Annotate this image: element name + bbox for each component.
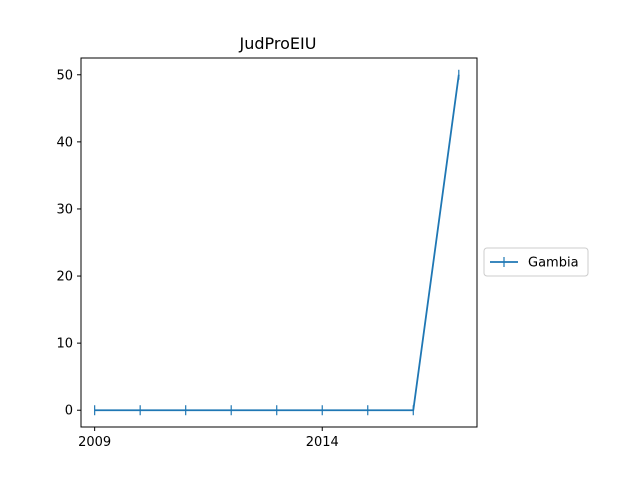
legend: Gambia [483, 247, 589, 277]
y-tick-label: 50 [56, 68, 73, 83]
plot-area: 0 10 20 30 40 50 2009 2014 [56, 57, 478, 450]
series-line-gambia [94, 74, 460, 412]
y-tick-label: 10 [56, 337, 73, 352]
legend-box [483, 247, 589, 277]
y-tick-label: 40 [56, 135, 73, 150]
y-tick-label: 30 [56, 202, 73, 217]
y-tick-label: 20 [56, 270, 73, 285]
x-tick-label: 2009 [78, 435, 111, 450]
y-tick-label: 0 [65, 404, 73, 419]
x-tick-label: 2014 [306, 435, 339, 450]
chart-title: JudProEIU [239, 34, 317, 53]
legend-label: Gambia [528, 256, 579, 271]
axes-frame [80, 57, 478, 428]
